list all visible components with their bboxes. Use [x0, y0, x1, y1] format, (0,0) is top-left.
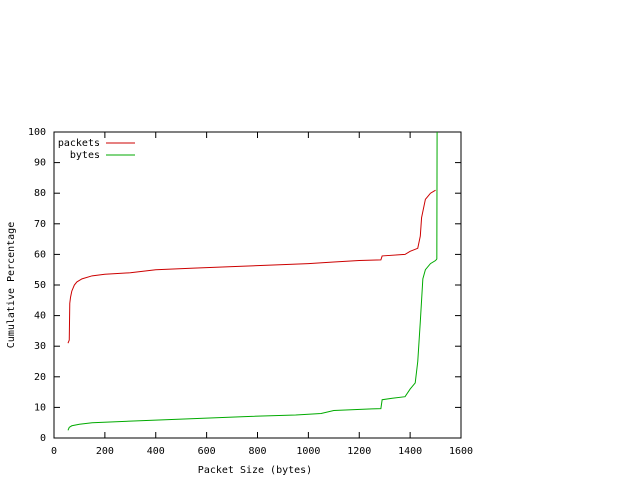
legend-label: bytes: [70, 150, 100, 161]
y-axis-label: Cumulative Percentage: [6, 222, 17, 348]
y-tick-label: 60: [34, 249, 46, 260]
x-tick-label: 400: [147, 446, 165, 457]
x-tick-label: 0: [51, 446, 57, 457]
x-tick-label: 1000: [296, 446, 320, 457]
x-tick-label: 1600: [449, 446, 473, 457]
y-tick-label: 70: [34, 219, 46, 230]
y-tick-label: 40: [34, 311, 46, 322]
y-tick-label: 30: [34, 341, 46, 352]
legend-label: packets: [58, 138, 100, 149]
y-tick-label: 20: [34, 372, 46, 383]
x-tick-label: 1200: [347, 446, 371, 457]
plot-frame: [53, 131, 462, 439]
x-tick-label: 1400: [398, 446, 422, 457]
series-line: [67, 189, 436, 344]
y-tick-label: 10: [34, 402, 46, 413]
series-line: [67, 131, 438, 431]
x-tick-label: 600: [198, 446, 216, 457]
y-tick-label: 50: [34, 280, 46, 291]
x-axis-label: Packet Size (bytes): [198, 465, 312, 476]
y-tick-label: 90: [34, 158, 46, 169]
x-tick-label: 200: [96, 446, 114, 457]
x-tick-label: 800: [248, 446, 266, 457]
y-tick-label: 80: [34, 188, 46, 199]
y-tick-label: 0: [40, 433, 46, 444]
y-tick-label: 100: [28, 127, 46, 138]
